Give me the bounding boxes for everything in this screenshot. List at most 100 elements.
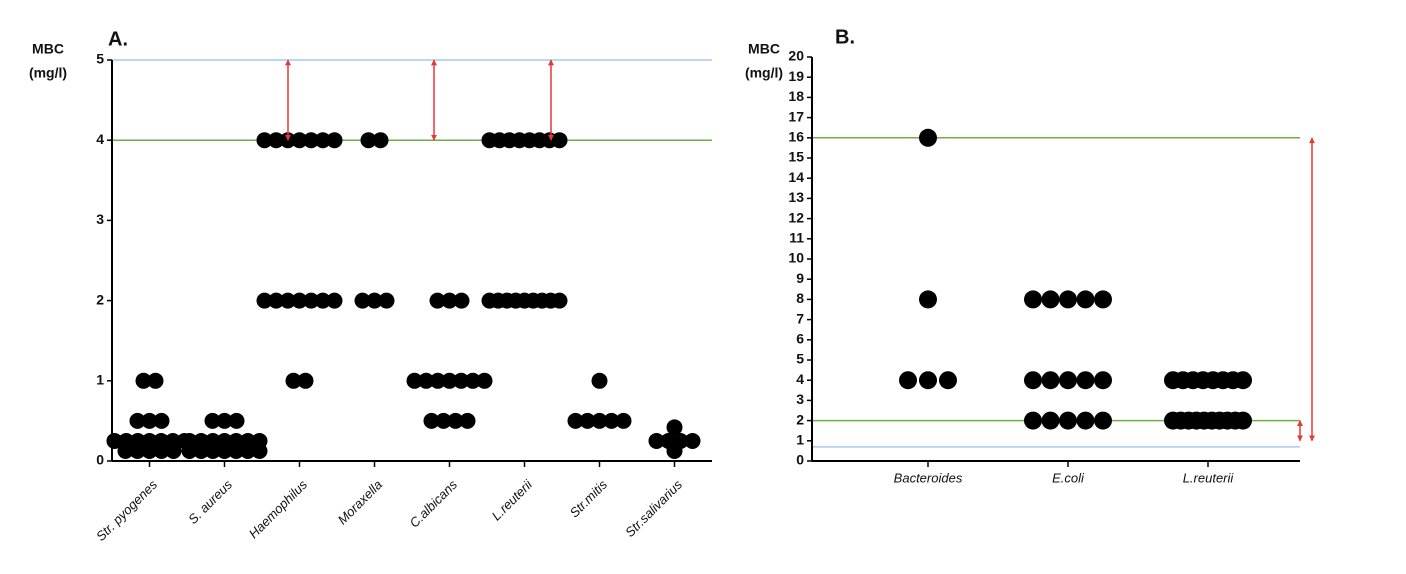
panel-title: B. — [835, 26, 855, 48]
data-dot — [1094, 411, 1112, 430]
y-tick-label: 13 — [788, 189, 804, 205]
data-dot — [303, 132, 320, 149]
data-dot — [147, 372, 164, 389]
x-tick-label: S. aureus — [185, 477, 235, 527]
y-tick-label: 11 — [789, 230, 804, 246]
data-dot — [453, 292, 470, 309]
data-dot — [1076, 371, 1095, 390]
data-dot — [591, 372, 608, 389]
y-tick-label: 9 — [796, 270, 804, 286]
data-dot — [193, 442, 210, 459]
data-dot — [279, 292, 296, 309]
data-dot — [1059, 371, 1077, 390]
data-dot — [684, 432, 701, 449]
y-tick-label: 7 — [796, 310, 804, 326]
data-dot — [919, 128, 937, 147]
x-tick-label: L.reuterii — [489, 476, 536, 523]
x-tick-label: Str.mitis — [567, 477, 611, 521]
x-tick-label: Str. pyogenes — [93, 477, 160, 544]
data-dot — [141, 412, 158, 429]
data-dot — [268, 292, 285, 309]
data-dot — [899, 371, 917, 390]
data-dot — [435, 412, 452, 429]
y-tick-label: 0 — [796, 452, 804, 468]
data-dot — [291, 132, 308, 149]
x-tick-label: Moraxella — [335, 477, 385, 527]
data-dot — [919, 290, 937, 309]
y-tick-label: 18 — [788, 88, 804, 104]
data-dot — [129, 412, 146, 429]
y-tick-label: 16 — [788, 129, 804, 145]
y-axis-label: MBC — [32, 41, 64, 57]
data-dot — [285, 372, 302, 389]
data-dot — [256, 292, 273, 309]
data-dot — [366, 292, 383, 309]
y-tick-label: 8 — [796, 290, 804, 306]
data-dot — [441, 292, 458, 309]
y-axis-label: (mg/l) — [29, 65, 67, 81]
data-dot — [181, 442, 198, 459]
y-tick-label: 1 — [796, 432, 804, 448]
data-dot — [372, 132, 389, 149]
data-dot — [228, 412, 245, 429]
y-tick-label: 10 — [788, 250, 804, 266]
data-dot — [453, 372, 470, 389]
data-dot — [459, 412, 476, 429]
data-dot — [567, 412, 584, 429]
data-dot — [141, 442, 158, 459]
y-tick-label: 6 — [796, 331, 804, 347]
data-dot — [447, 412, 464, 429]
data-dot — [1024, 371, 1042, 390]
data-dot — [314, 132, 331, 149]
data-dot — [423, 412, 440, 429]
data-dot — [1234, 371, 1252, 390]
y-tick-label: 4 — [796, 371, 804, 387]
data-dot — [251, 442, 268, 459]
x-tick-label: C.albicans — [407, 477, 461, 531]
x-tick-label: E.coli — [1052, 470, 1085, 485]
x-tick-label: Bacteroides — [894, 470, 963, 485]
x-tick-label: Str.salivarius — [622, 477, 685, 540]
data-dot — [314, 292, 331, 309]
y-axis-label: (mg/l) — [745, 65, 783, 81]
data-dot — [1059, 411, 1077, 430]
y-tick-label: 17 — [788, 108, 804, 124]
data-dot — [1076, 411, 1095, 430]
data-dot — [204, 442, 221, 459]
data-dot — [291, 292, 308, 309]
data-dot — [919, 371, 937, 390]
data-dot — [129, 442, 146, 459]
data-dot — [216, 442, 233, 459]
data-dot — [1059, 290, 1077, 309]
data-dot — [406, 372, 423, 389]
data-dot — [239, 442, 256, 459]
data-dot — [1041, 290, 1060, 309]
y-tick-label: 2 — [96, 291, 104, 307]
data-dot — [551, 132, 568, 149]
data-dot — [666, 442, 683, 459]
data-dot — [216, 412, 233, 429]
data-dot — [615, 412, 632, 429]
data-dot — [1024, 411, 1042, 430]
data-dot — [429, 292, 446, 309]
data-dot — [256, 132, 273, 149]
data-dot — [165, 442, 182, 459]
y-tick-label: 4 — [96, 131, 104, 147]
y-tick-label: 12 — [788, 209, 804, 225]
data-dot — [303, 292, 320, 309]
data-dot — [1234, 411, 1252, 430]
data-dot — [153, 442, 170, 459]
y-tick-label: 14 — [788, 169, 804, 185]
data-dot — [1041, 371, 1060, 390]
data-dot — [1024, 290, 1042, 309]
data-dot — [1041, 411, 1060, 430]
data-dot — [1094, 290, 1112, 309]
data-dot — [106, 432, 123, 449]
data-dot — [117, 442, 134, 459]
data-dot — [360, 132, 377, 149]
data-dot — [666, 419, 683, 436]
data-dot — [228, 442, 245, 459]
y-tick-label: 15 — [788, 149, 804, 165]
data-dot — [464, 372, 481, 389]
data-dot — [326, 292, 343, 309]
